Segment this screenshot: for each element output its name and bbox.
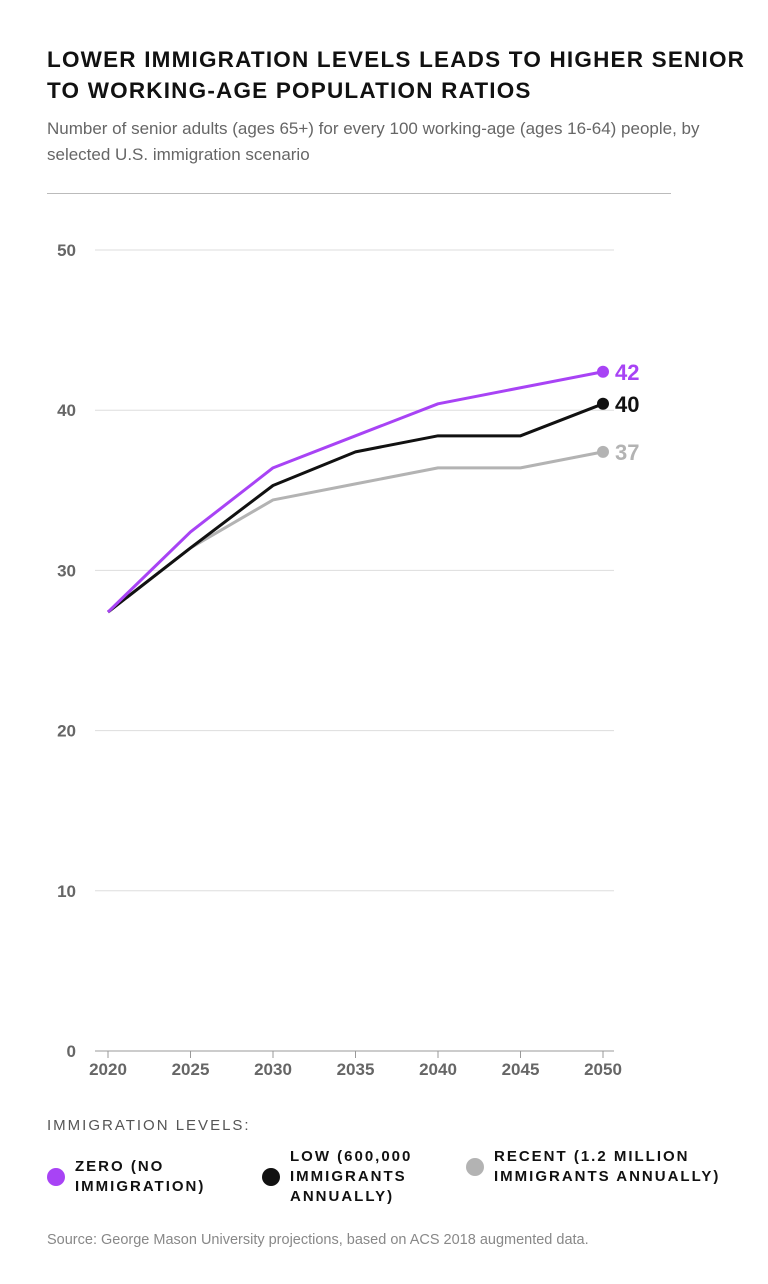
legend-dot: [262, 1168, 280, 1186]
x-tick-label: 2040: [419, 1060, 457, 1079]
end-label: 40: [615, 392, 639, 417]
x-tick-label: 2035: [337, 1060, 375, 1079]
y-tick-label: 40: [57, 401, 76, 420]
chart-subtitle: Number of senior adults (ages 65+) for e…: [47, 119, 700, 164]
legend-item-recent: RECENT (1.2 MILLION IMMIGRANTS ANNUALLY): [466, 1147, 724, 1187]
series-line: [107, 450, 604, 614]
x-tick-label: 2020: [89, 1060, 127, 1079]
y-tick-label: 0: [67, 1042, 76, 1061]
x-tick-label: 2030: [254, 1060, 292, 1079]
end-label: 37: [615, 440, 639, 465]
y-tick-label: 10: [57, 882, 76, 901]
x-tick-label: 2050: [584, 1060, 622, 1079]
y-tick-label: 50: [57, 241, 76, 260]
x-tick-label: 2025: [172, 1060, 210, 1079]
legend-label: RECENT (1.2 MILLION IMMIGRANTS ANNUALLY): [494, 1148, 721, 1185]
legend-dot: [47, 1168, 65, 1186]
end-point: [597, 445, 609, 458]
series-line: [107, 402, 604, 614]
divider: [47, 193, 671, 194]
source-note: Source: George Mason University projecti…: [47, 1232, 589, 1248]
y-tick-label: 20: [57, 722, 76, 741]
end-point: [597, 397, 609, 410]
legend-dot: [466, 1158, 484, 1176]
chart-title: LOWER IMMIGRATION LEVELS LEADS TO HIGHER…: [47, 47, 746, 103]
end-label: 42: [615, 360, 639, 385]
y-tick-label: 30: [57, 561, 76, 580]
legend-label: ZERO (NO IMMIGRATION): [75, 1158, 206, 1195]
x-tick-label: 2045: [502, 1060, 540, 1079]
legend-item-low: LOW (600,000 IMMIGRANTS ANNUALLY): [262, 1147, 440, 1207]
end-point: [597, 365, 609, 378]
legend-title: IMMIGRATION LEVELS:: [47, 1117, 251, 1134]
legend-item-zero: ZERO (NO IMMIGRATION): [47, 1157, 235, 1197]
series-line: [106, 370, 604, 614]
legend-label: LOW (600,000 IMMIGRANTS ANNUALLY): [290, 1148, 413, 1205]
